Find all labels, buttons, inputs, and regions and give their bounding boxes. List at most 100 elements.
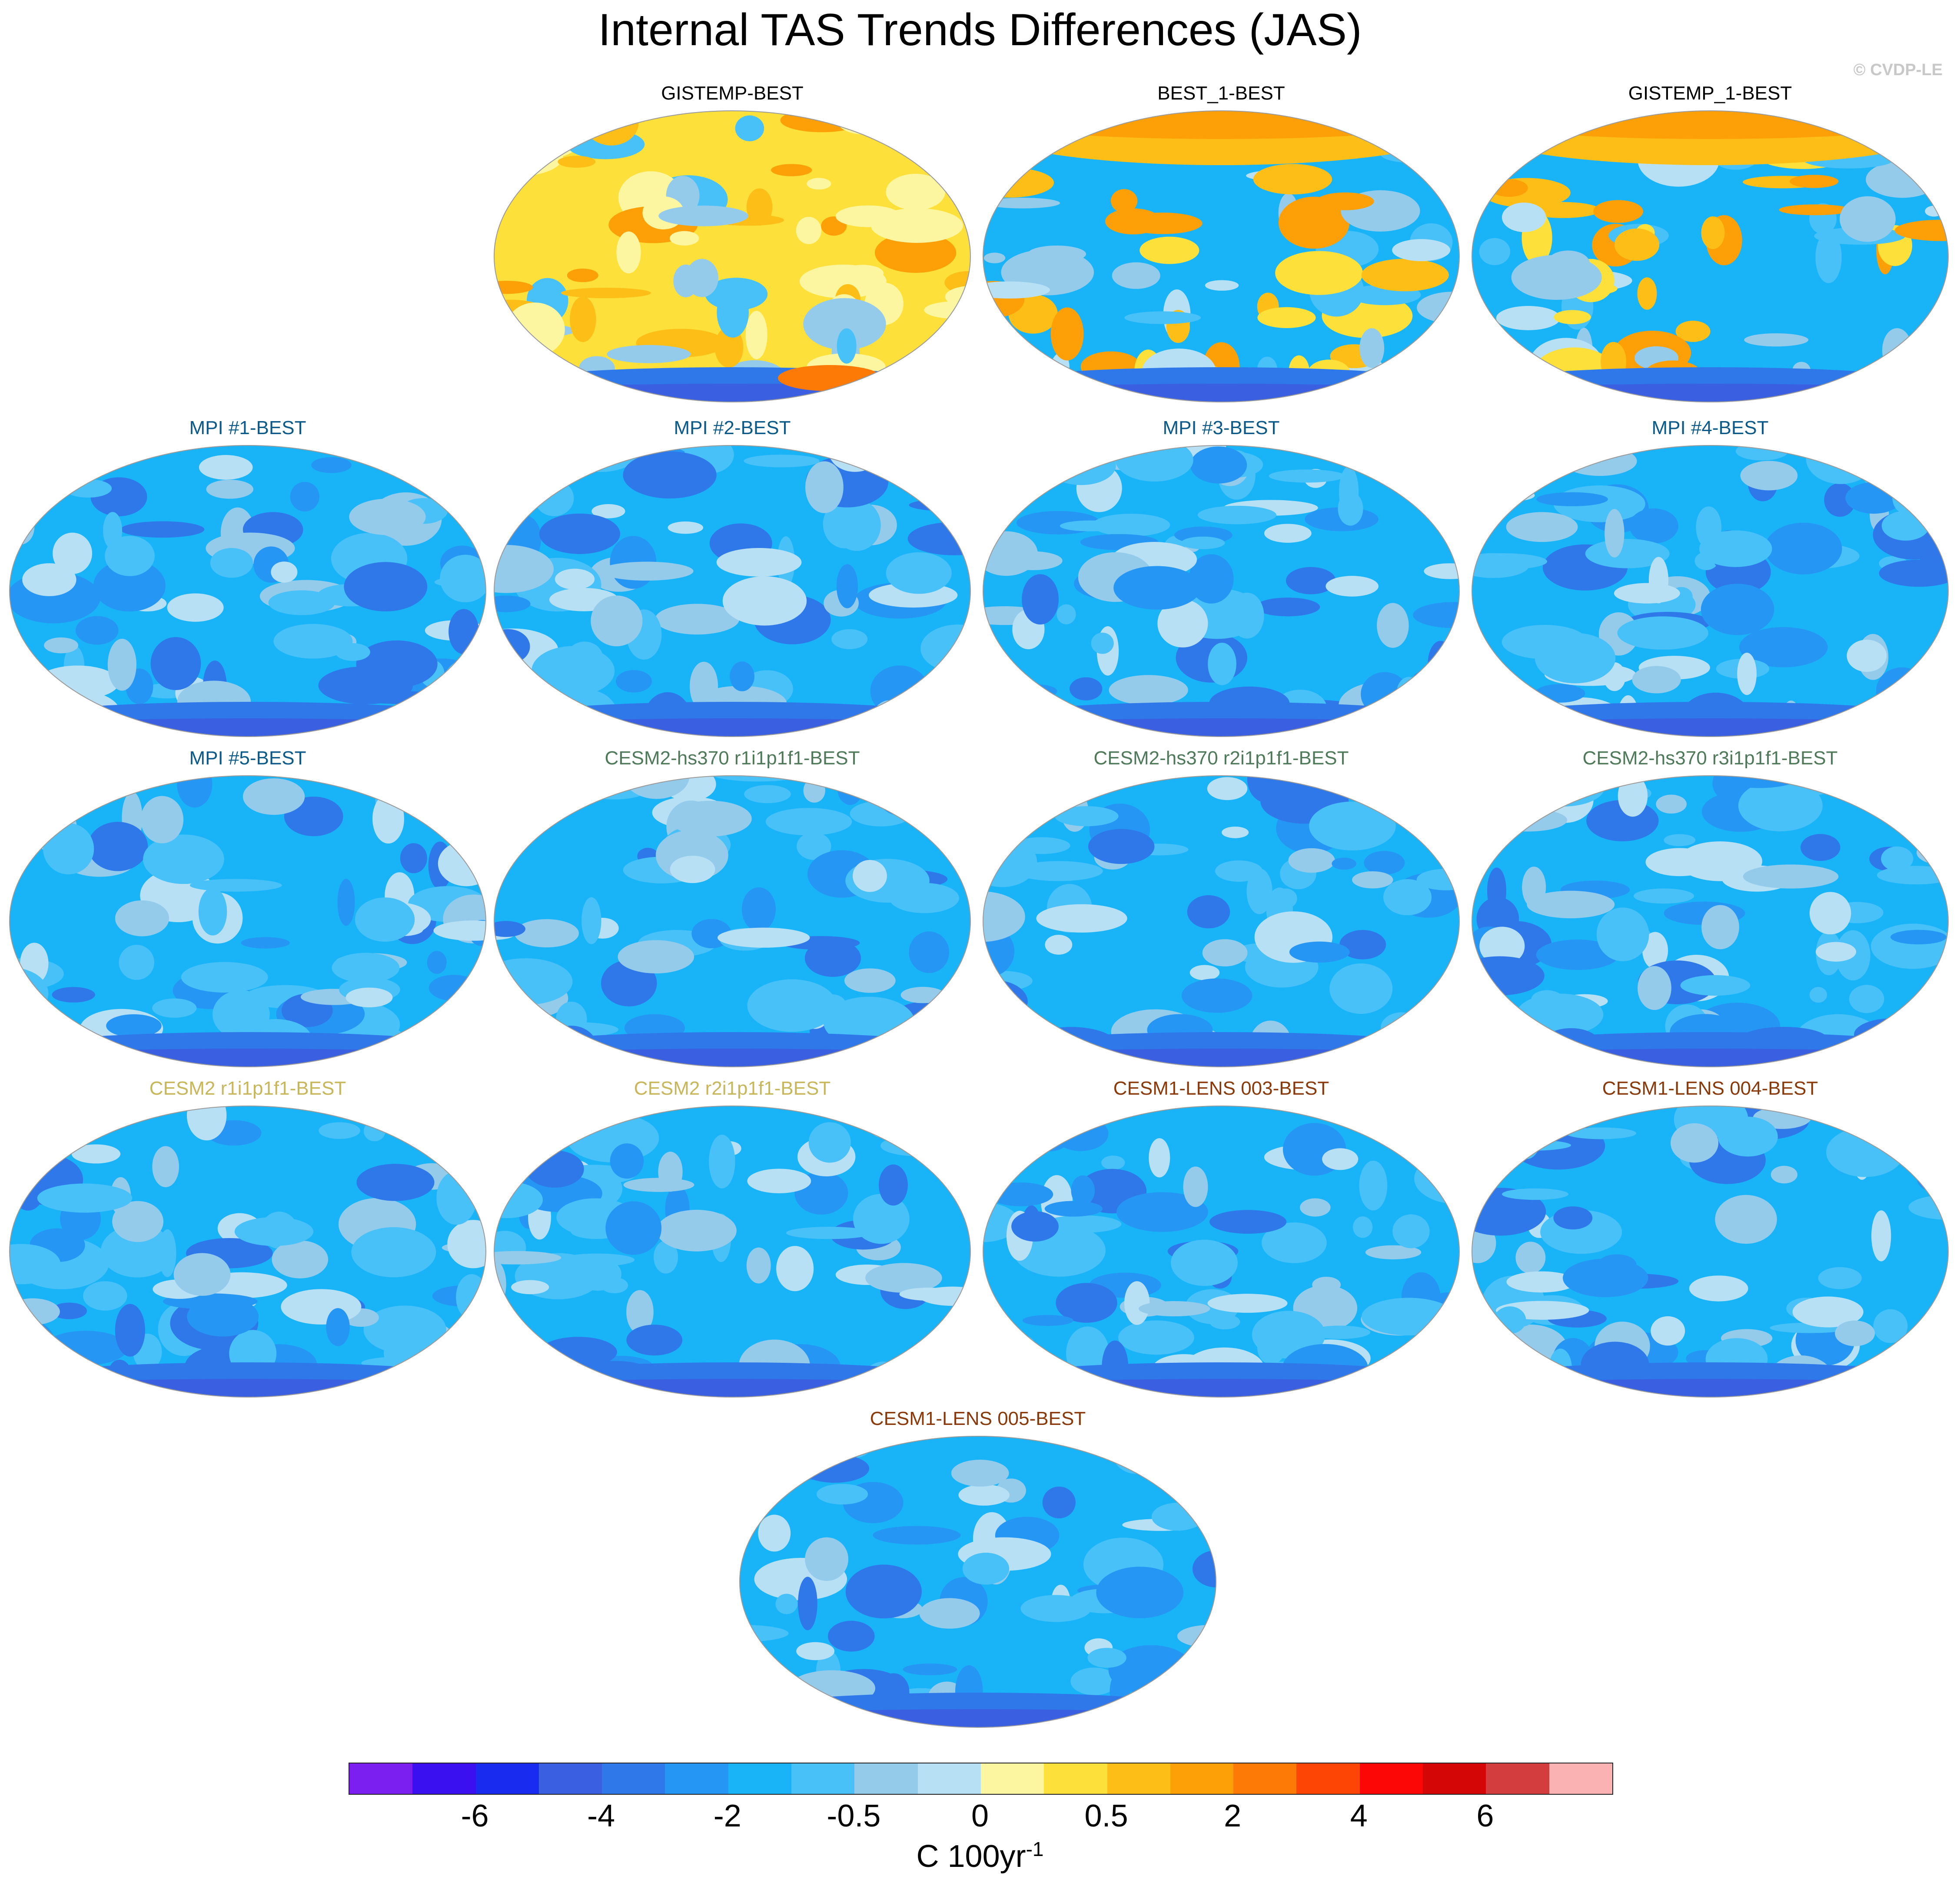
map-patch — [1275, 888, 1297, 909]
map-patch — [1092, 514, 1170, 537]
map-patch — [167, 593, 224, 622]
map-patch — [494, 1379, 970, 1397]
map-patch — [1882, 328, 1912, 372]
map-patch — [1124, 213, 1203, 234]
map-patch — [880, 1135, 957, 1156]
map-globe — [983, 1106, 1460, 1398]
map-patch — [951, 1460, 1009, 1487]
map-patch — [1413, 602, 1459, 628]
map-patch — [1377, 603, 1409, 648]
map-patch — [1396, 677, 1422, 708]
panel-title: CESM2 r2i1p1f1-BEST — [634, 1078, 831, 1099]
map-patch — [1737, 652, 1757, 695]
map-patch — [1007, 1043, 1030, 1067]
map-patch — [928, 340, 970, 362]
map-patch — [1257, 307, 1316, 328]
map-globe — [494, 110, 971, 402]
map-patch — [511, 1280, 549, 1295]
map-globe — [494, 445, 971, 737]
map-patch — [448, 609, 479, 654]
map-patch — [400, 843, 427, 873]
map-patch — [1202, 939, 1248, 966]
map-patch — [1637, 277, 1657, 310]
map-patch — [983, 111, 1028, 116]
map-patch — [837, 776, 863, 805]
colorbar-swatch — [1044, 1763, 1107, 1794]
map-patch — [1205, 280, 1239, 291]
map-patch — [436, 1171, 477, 1225]
map-patch — [780, 111, 863, 133]
colorbar-swatch — [602, 1763, 665, 1794]
map-patch — [1472, 356, 1507, 399]
map-patch — [1356, 373, 1392, 393]
map-patch — [332, 953, 400, 983]
map-patch — [76, 704, 103, 737]
colorbar-swatch — [1107, 1763, 1170, 1794]
map-patch — [1098, 1436, 1147, 1447]
map-patch — [1638, 966, 1671, 1010]
map-patch — [804, 939, 861, 977]
map-patch — [115, 1063, 195, 1067]
map-patch — [453, 662, 486, 711]
map-patch — [1264, 524, 1312, 543]
map-patch — [983, 252, 1006, 263]
map-patch — [1044, 445, 1133, 461]
map-patch — [1516, 993, 1604, 1036]
map-patch — [1472, 685, 1505, 728]
map-patch — [494, 718, 970, 737]
map-patch — [1171, 1239, 1238, 1286]
map-patch — [1325, 576, 1379, 597]
map-patch — [1054, 806, 1119, 827]
map-patch — [1717, 1116, 1778, 1157]
map-patch — [816, 1484, 868, 1505]
colorbar-swatch — [1423, 1763, 1486, 1794]
map-patch — [1109, 675, 1188, 705]
map-patch — [1418, 445, 1459, 462]
map-patch — [1275, 251, 1363, 295]
map-patch — [51, 1302, 87, 1319]
map-patch — [10, 1031, 40, 1067]
map-patch — [1006, 1335, 1036, 1359]
map-patch — [740, 1709, 1216, 1727]
map-patch — [983, 111, 1459, 139]
map-patch — [626, 1325, 683, 1356]
map-patch — [521, 136, 546, 169]
map-panel: CESM2-hs370 r2i1p1f1-BEST — [980, 747, 1462, 1078]
map-patch — [735, 115, 764, 141]
map-patch — [985, 198, 1060, 209]
map-patch — [37, 1183, 133, 1213]
map-patch — [1854, 1018, 1931, 1051]
map-patch — [356, 640, 438, 688]
colorbar-swatch — [791, 1763, 855, 1794]
colorbar-tick-label: -4 — [587, 1799, 615, 1833]
map-patch — [1472, 718, 1948, 737]
map-patch — [808, 1122, 851, 1163]
map-patch — [1472, 1379, 1948, 1397]
colorbar-tick-label: 0 — [971, 1799, 989, 1833]
map-patch — [962, 1553, 1010, 1585]
map-patch — [1255, 598, 1320, 617]
map-patch — [673, 264, 699, 298]
map-patch — [886, 173, 946, 210]
map-patch — [10, 711, 72, 737]
map-patch — [1322, 1148, 1359, 1170]
map-patch — [10, 1298, 60, 1325]
panel-title: MPI #3-BEST — [1163, 417, 1280, 438]
map-patch — [900, 986, 945, 1003]
map-patch — [896, 1106, 940, 1137]
map-patch — [1027, 445, 1075, 486]
map-patch — [539, 513, 621, 554]
map-patch — [344, 562, 428, 611]
map-patch — [1629, 508, 1678, 544]
map-patch — [983, 891, 1025, 942]
map-patch — [865, 1263, 942, 1293]
colorbar-tick-label: -0.5 — [827, 1799, 881, 1833]
colorbar-tick-label: 6 — [1476, 1799, 1494, 1833]
map-patch — [1475, 391, 1504, 402]
map-patch — [1049, 776, 1116, 791]
map-patch — [1071, 1175, 1095, 1206]
map-patch — [1207, 777, 1248, 800]
map-patch — [853, 860, 887, 892]
map-patch — [983, 384, 1459, 402]
map-patch — [1491, 464, 1509, 488]
